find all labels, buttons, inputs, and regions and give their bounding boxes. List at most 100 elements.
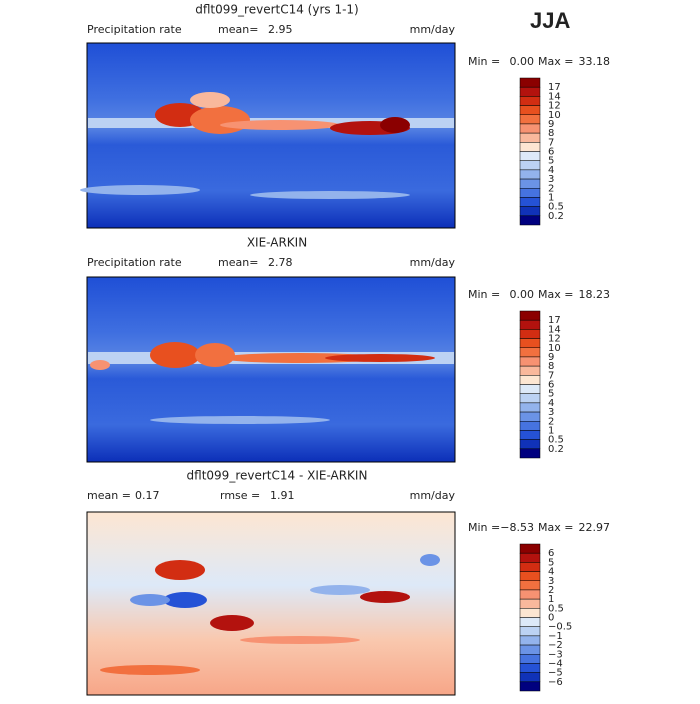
colorbar-box bbox=[519, 672, 541, 683]
colorbar-label: 3 bbox=[548, 407, 554, 418]
map bbox=[86, 276, 456, 463]
colorbar-label: 17 bbox=[548, 82, 561, 93]
colorbar-box bbox=[519, 571, 541, 581]
colorbar-label: 0 bbox=[548, 613, 554, 624]
units: mm/day bbox=[410, 256, 456, 269]
colorbar-label: −2 bbox=[548, 640, 563, 651]
max-value: 33.18 bbox=[579, 55, 611, 68]
colorbar-label: 12 bbox=[548, 101, 561, 112]
colorbar-label: 14 bbox=[548, 324, 561, 335]
units: mm/day bbox=[410, 23, 456, 36]
min-value: 0.00 bbox=[510, 55, 535, 68]
colorbar-box bbox=[519, 329, 541, 339]
season: JJA bbox=[530, 8, 570, 33]
left-label: Precipitation rate bbox=[87, 23, 182, 36]
colorbar-box bbox=[519, 310, 541, 321]
panel-title: dflt099_revertC14 - XIE-ARKIN bbox=[187, 469, 368, 483]
panel-title: XIE-ARKIN bbox=[247, 236, 307, 250]
colorbar-box bbox=[519, 421, 541, 431]
colorbar-label: 6 bbox=[548, 548, 554, 559]
max-value: 18.23 bbox=[579, 288, 611, 301]
min-label: Min = bbox=[468, 55, 500, 68]
colorbar-label: −3 bbox=[548, 649, 563, 660]
colorbar-box bbox=[519, 197, 541, 207]
colorbar-label: 4 bbox=[548, 165, 554, 176]
colorbar-box bbox=[519, 86, 541, 97]
colorbar-box bbox=[519, 142, 541, 152]
left-value: 0.17 bbox=[135, 489, 160, 502]
left-label: Precipitation rate bbox=[87, 256, 182, 269]
colorbar-label: −6 bbox=[548, 677, 563, 688]
colorbar-label: 14 bbox=[548, 91, 561, 102]
colorbar-box bbox=[519, 114, 541, 125]
colorbar-box bbox=[519, 448, 541, 459]
colorbar-label: 1 bbox=[548, 425, 554, 436]
mid-value: 2.78 bbox=[268, 256, 293, 269]
colorbar-label: 0.2 bbox=[548, 444, 564, 455]
colorbar-box bbox=[519, 178, 541, 189]
colorbar-label: 1 bbox=[548, 594, 554, 605]
colorbar-box bbox=[519, 169, 541, 180]
colorbar-box bbox=[519, 543, 541, 554]
min-value: 0.00 bbox=[510, 288, 535, 301]
colorbar-label: 5 bbox=[548, 156, 554, 167]
colorbar-box bbox=[519, 206, 541, 217]
colorbar-label: 12 bbox=[548, 334, 561, 345]
colorbar-label: 2 bbox=[548, 416, 554, 427]
units: mm/day bbox=[410, 489, 456, 502]
colorbar-box bbox=[519, 598, 541, 609]
colorbar-label: −0.5 bbox=[548, 622, 572, 633]
colorbar-label: 6 bbox=[548, 147, 554, 158]
colorbar-label: 7 bbox=[548, 137, 554, 148]
colorbar-label: 9 bbox=[548, 119, 554, 130]
colorbar-label: 17 bbox=[548, 315, 561, 326]
colorbar-box bbox=[519, 365, 541, 376]
colorbar-box bbox=[519, 132, 541, 143]
colorbar-box bbox=[519, 338, 541, 348]
colorbar-box bbox=[519, 384, 541, 394]
min-value: −8.53 bbox=[500, 521, 534, 534]
colorbar-box bbox=[519, 96, 541, 106]
colorbar-box bbox=[519, 411, 541, 422]
map bbox=[80, 42, 456, 229]
colorbar-box bbox=[519, 402, 541, 413]
max-label: Max = bbox=[538, 521, 573, 534]
colorbar-box bbox=[519, 356, 541, 367]
colorbar-label: 2 bbox=[548, 183, 554, 194]
max-label: Max = bbox=[538, 55, 573, 68]
panel-title: dflt099_revertC14 (yrs 1-1) bbox=[195, 3, 359, 17]
colorbar-box bbox=[519, 580, 541, 591]
colorbar-label: 7 bbox=[548, 370, 554, 381]
colorbar-box bbox=[519, 215, 541, 226]
colorbar-box bbox=[519, 347, 541, 358]
colorbar-box bbox=[519, 123, 541, 134]
max-value: 22.97 bbox=[579, 521, 611, 534]
colorbar-box bbox=[519, 77, 541, 88]
mid-label: mean= bbox=[218, 256, 258, 269]
mid-value: 2.95 bbox=[268, 23, 293, 36]
min-label: Min = bbox=[468, 521, 500, 534]
colorbar-label: 4 bbox=[548, 398, 554, 409]
colorbar-box bbox=[519, 681, 541, 692]
colorbar-label: 0.2 bbox=[548, 211, 564, 222]
mid-label: rmse = bbox=[220, 489, 260, 502]
colorbar-label: 10 bbox=[548, 343, 561, 354]
colorbar-label: 5 bbox=[548, 557, 554, 568]
mid-value: 1.91 bbox=[270, 489, 295, 502]
colorbar-label: 9 bbox=[548, 352, 554, 363]
colorbar-box bbox=[519, 160, 541, 171]
colorbar-box bbox=[519, 105, 541, 115]
colorbar-label: 2 bbox=[548, 585, 554, 596]
colorbar-label: −5 bbox=[548, 668, 563, 679]
colorbar-box bbox=[519, 393, 541, 404]
colorbar-box bbox=[519, 552, 541, 563]
colorbar-label: 3 bbox=[548, 576, 554, 587]
colorbar-box bbox=[519, 635, 541, 646]
colorbar-box bbox=[519, 663, 541, 673]
colorbar-label: 0.5 bbox=[548, 202, 564, 213]
colorbar-label: −1 bbox=[548, 631, 563, 642]
colorbar-label: 5 bbox=[548, 389, 554, 400]
colorbar-box bbox=[519, 654, 541, 664]
colorbar-box bbox=[519, 430, 541, 440]
